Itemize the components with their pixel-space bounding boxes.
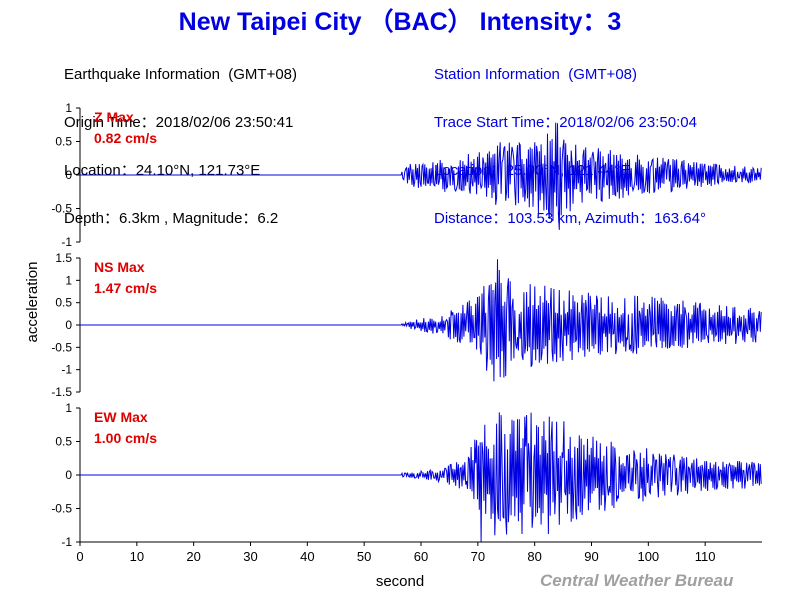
x-tick-label: 110 xyxy=(695,549,716,564)
y-tick-label-ns: 0 xyxy=(65,318,72,332)
depth-magnitude: Depth：6.3km , Magnitude：6.2 xyxy=(64,210,279,227)
max-label-z: Z Max xyxy=(94,109,134,125)
x-tick-label: 60 xyxy=(414,549,428,564)
max-value-ew: 1.00 cm/s xyxy=(94,430,157,446)
x-tick-label: 100 xyxy=(637,549,659,564)
y-tick-label-z: 0.5 xyxy=(55,135,72,149)
station-distance: Distance：103.53 km, Azimuth：163.64° xyxy=(434,210,706,227)
x-axis-label: second xyxy=(376,573,424,590)
x-tick-label: 90 xyxy=(584,549,598,564)
max-label-ns: NS Max xyxy=(94,259,145,275)
y-axis-label: acceleration xyxy=(24,262,41,343)
y-tick-label-ns: 0.5 xyxy=(55,296,72,310)
y-tick-label-ew: 1 xyxy=(65,401,72,415)
max-value-ns: 1.47 cm/s xyxy=(94,280,157,296)
y-tick-label-ns: -0.5 xyxy=(51,340,72,354)
y-tick-label-ew: 0 xyxy=(65,468,72,482)
origin-time: Origin Time：2018/02/06 23:50:41 xyxy=(64,114,294,131)
x-tick-label: 80 xyxy=(527,549,541,564)
chart-title: New Taipei City （BAC） Intensity：3 xyxy=(178,8,622,36)
station-heading: Station Information (GMT+08) xyxy=(434,66,637,83)
x-tick-label: 0 xyxy=(76,549,83,564)
y-tick-label-ns: 1.5 xyxy=(55,251,72,265)
trace-start-time: Trace Start Time：2018/02/06 23:50:04 xyxy=(434,114,697,131)
x-tick-label: 20 xyxy=(186,549,200,564)
y-tick-label-z: -0.5 xyxy=(51,202,72,216)
earthquake-heading: Earthquake Information (GMT+08) xyxy=(64,66,298,83)
x-tick-label: 70 xyxy=(471,549,485,564)
y-tick-label-z: -1 xyxy=(61,235,72,249)
x-tick-label: 40 xyxy=(300,549,314,564)
y-tick-label-ew: -1 xyxy=(61,535,72,549)
bureau-credit: Central Weather Bureau xyxy=(540,571,734,590)
y-tick-label-ns: -1.5 xyxy=(51,385,72,399)
y-tick-label-ns: 1 xyxy=(65,273,72,287)
waveform-ew xyxy=(80,412,762,543)
y-tick-label-ew: 0.5 xyxy=(55,435,72,449)
x-tick-label: 10 xyxy=(130,549,144,564)
y-tick-label-ew: -0.5 xyxy=(51,502,72,516)
waveform-ns xyxy=(80,259,762,382)
max-value-z: 0.82 cm/s xyxy=(94,130,157,146)
y-tick-label-ns: -1 xyxy=(61,363,72,377)
x-tick-label: 30 xyxy=(243,549,257,564)
y-tick-label-z: 0 xyxy=(65,168,72,182)
x-tick-label: 50 xyxy=(357,549,371,564)
y-tick-label-z: 1 xyxy=(65,101,72,115)
waveform-z xyxy=(80,122,762,230)
max-label-ew: EW Max xyxy=(94,409,148,425)
